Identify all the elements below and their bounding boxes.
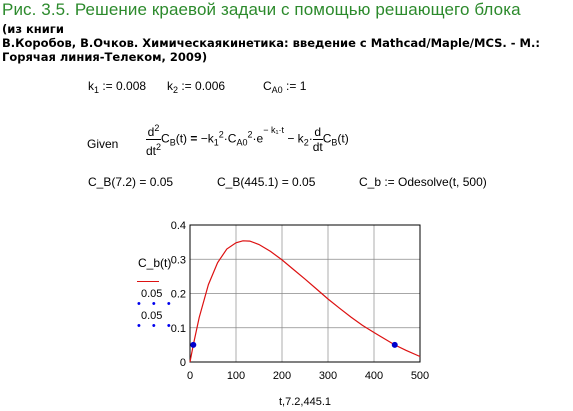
differential-equation[interactable]: d2 dt2 CB(t) = −k12·CA02·e− k₁·t − k2· d dt C… [146,123,349,158]
boundary-point [391,341,398,348]
plot-ticks: 0 100 200 300 400 500 0 0.1 0.2 0.3 0.4 [171,220,429,382]
odesolve-definition[interactable]: C_b := Odesolve(t, 500) [359,175,487,189]
boundary-point [190,341,197,348]
book-line-1: (из книги [2,22,64,36]
page-title: Рис. 3.5. Решение краевой задачи с помощ… [2,0,521,19]
solution-curve [189,240,421,363]
y-tick-label: 0.1 [171,323,186,335]
boundary-condition-right[interactable]: C_B(445.1) = 0.05 [217,175,316,189]
boundary-points [190,341,398,348]
boundary-condition-left[interactable]: C_B(7.2) = 0.05 [88,175,174,189]
trace-value-1: 0.05 [141,288,163,300]
x-tick-label: 300 [319,370,337,382]
y-tick-label: 0 [180,357,186,369]
k1-value: 0.008 [116,79,147,93]
k1-definition[interactable]: k1 := 0.008 [88,79,147,95]
x-tick-label: 200 [273,370,291,382]
y-tick-label: 0.4 [171,220,186,232]
x-tick-label: 0 [187,370,193,382]
exponent: − k₁·t [263,124,284,135]
legend-line [137,281,159,282]
trace-marker-2: • • • [137,320,175,332]
k2-value: 0.006 [195,79,226,93]
x-tick-label: 500 [411,370,429,382]
trace-marker-1: • • • [137,298,175,310]
y-tick-label: 0.2 [171,289,186,301]
x-tick-label: 100 [227,370,245,382]
book-line-2: В.Коробов, В.Очков. Химическаякинетика: … [2,36,540,50]
ca0-definition[interactable]: CA0 := 1 [263,79,307,95]
y-tick-label: 0.3 [171,254,186,266]
chart-x-label: t,7.2,445.1 [279,396,331,408]
ca0-value: 1 [299,79,307,93]
trace-value-2: 0.05 [141,310,163,322]
chart-y-label: C_b(t) [138,256,172,270]
book-line-3: Горячая линия-Телеком, 2009) [2,50,208,64]
plot-grid [190,225,420,362]
k2-definition[interactable]: k2 := 0.006 [167,79,226,95]
given-keyword[interactable]: Given [87,137,119,151]
equation-bold-equals: = [190,131,198,146]
plot-frame [189,224,421,363]
book-reference: (из книги В.Коробов, В.Очков. Химическая… [2,22,540,64]
x-tick-label: 400 [365,370,383,382]
